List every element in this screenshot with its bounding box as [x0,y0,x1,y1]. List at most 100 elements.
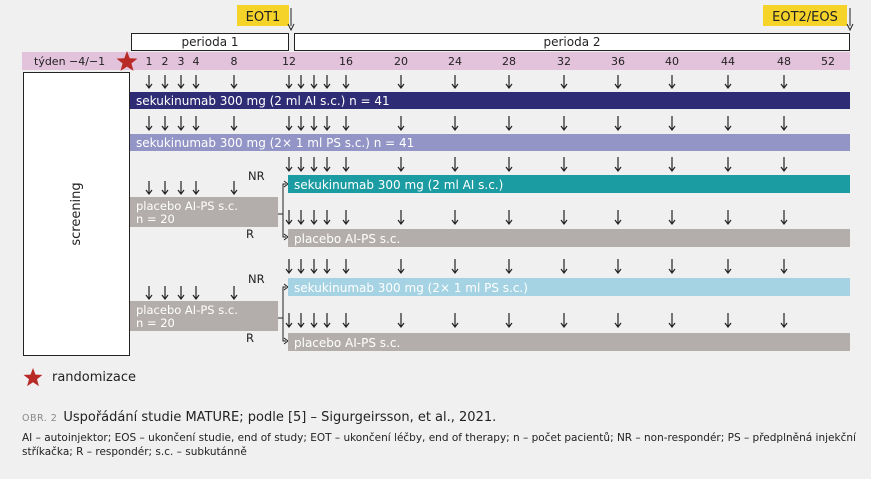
dose-arrow-icon [310,259,318,274]
week-tick-1: 1 [146,55,153,68]
dose-arrow-icon [342,259,350,274]
dose-arrow-icon [505,157,513,172]
week-tick-52: 52 [821,55,835,68]
dose-arrow-icon [145,286,153,300]
arm-4-label: placebo AI-PS s.c. [294,232,400,246]
dose-arrow-icon [192,181,200,195]
dose-arrow-icon [668,75,676,89]
dose-arrow-icon [145,116,153,131]
r-label-1: R [246,227,254,241]
dose-arrow-icon [285,157,293,172]
arm-6-bar [288,333,850,351]
dose-arrow-icon [192,116,200,131]
week-tick-44: 44 [721,55,735,68]
dose-arrow-icon [560,157,568,172]
week-tick-36: 36 [611,55,625,68]
week-tick-24: 24 [448,55,462,68]
eot2-badge [763,5,847,26]
dose-arrow-icon [177,116,185,131]
dose-arrow-icon [451,313,459,328]
dose-arrow-icon [780,116,788,131]
dose-arrow-icon [310,75,318,89]
nr-label-1: NR [248,169,265,183]
dose-arrow-icon [780,259,788,274]
dose-arrow-icon [614,210,622,225]
week-tick-4: 4 [193,55,200,68]
dose-arrow-icon [397,157,405,172]
dose-arrow-icon [614,75,622,89]
dose-arrow-icon [297,116,305,131]
dose-arrow-icon [560,259,568,274]
dose-arrow-icon [724,157,732,172]
period-1-label: perioda 1 [181,35,238,49]
dose-arrow-icon [397,75,405,89]
dose-arrow-icon [505,313,513,328]
period-2-box [294,33,850,51]
dose-arrow-icon [297,75,305,89]
dose-arrow-icon [342,210,350,225]
eot2-label: EOT2/EOS [772,10,838,25]
dose-arrow-icon [310,210,318,225]
dose-arrow-icon [342,75,350,89]
arm-5-label: sekukinumab 300 mg (2× 1 ml PS s.c.) [294,281,528,295]
week-tick-8: 8 [231,55,238,68]
dose-arrow-icon [560,116,568,131]
dose-arrow-icon [505,210,513,225]
week-tick-12: 12 [282,55,296,68]
legend-label: randomizace [52,370,136,385]
dose-arrow-icon [230,75,238,89]
dose-arrow-icon [297,157,305,172]
dose-arrow-icon [780,210,788,225]
arm-5-bar [288,278,850,296]
dose-arrow-icon [310,116,318,131]
dose-arrow-icon [451,75,459,89]
caption-number: OBR. 2 [22,413,58,424]
nr-label-2: NR [248,272,265,286]
dose-arrow-icon [145,181,153,195]
week-tick-3: 3 [178,55,185,68]
arm-6-label: placebo AI-PS s.c. [294,336,400,350]
dose-arrow-icon [451,210,459,225]
dose-arrow-icon [724,210,732,225]
dose-arrow-icon [285,75,293,89]
dose-arrow-icon [505,116,513,131]
dose-arrow-icon [323,210,331,225]
placebo-1-box [130,197,278,227]
dose-arrow-icon [342,116,350,131]
dose-arrow-icon [323,75,331,89]
screening-box [23,72,130,356]
placebo-1-line2: n = 20 [136,212,175,226]
dose-arrow-icon [310,157,318,172]
dose-arrow-icon [724,116,732,131]
week-axis-label: týden −4/−1 [34,55,105,68]
dose-arrow-icon [297,259,305,274]
dose-arrow-icon [323,116,331,131]
eot1-label: EOT1 [246,10,281,25]
dose-arrow-icon [505,75,513,89]
dose-arrow-icon [230,286,238,300]
week-tick-20: 20 [394,55,408,68]
dose-arrow-icon [177,75,185,89]
dose-arrow-icon [451,116,459,131]
dose-arrow-icon [177,286,185,300]
period-2-label: perioda 2 [543,35,600,49]
dose-arrow-icon [614,259,622,274]
week-ticks: 1 2 3 4 8 12 16 20 24 28 32 36 40 44 48 52 [146,55,836,68]
arm-4-bar [288,229,850,247]
dose-arrow-icon [614,313,622,328]
randomization-star-icon [116,51,138,71]
dose-arrow-icon [342,313,350,328]
week-tick-32: 32 [557,55,571,68]
dose-arrow-icon [297,210,305,225]
dose-arrow-icon [397,116,405,131]
dose-arrow-icon [505,259,513,274]
dose-arrow-icon [230,116,238,131]
dose-arrow-icon [560,313,568,328]
dose-arrow-icon [230,181,238,195]
dose-arrow-icon [724,75,732,89]
dose-arrow-icon [560,75,568,89]
dose-arrow-icon [780,75,788,89]
dose-arrow-icon [668,157,676,172]
arm-2-bar [130,134,850,151]
